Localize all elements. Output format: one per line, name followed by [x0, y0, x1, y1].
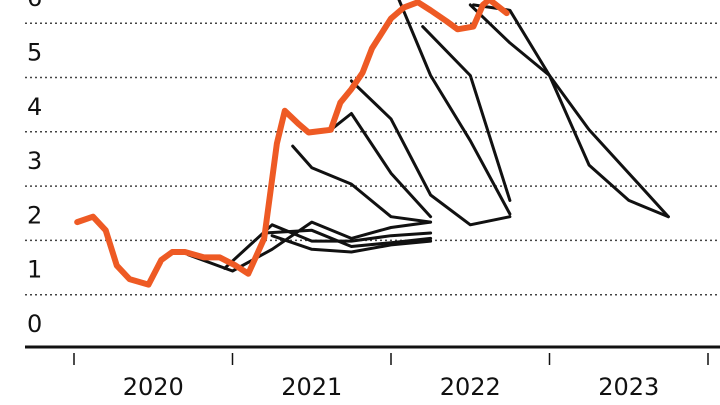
- x-tick-label-2022: 2022: [440, 373, 501, 401]
- forecast-line-5: [291, 144, 433, 224]
- y-tick-label-5: 5: [27, 39, 42, 67]
- gridlines: [25, 22, 720, 296]
- x-tick-label-2023: 2023: [598, 373, 659, 401]
- forecast-line-4: [270, 234, 433, 254]
- y-tick-label-3: 3: [27, 147, 42, 175]
- x-axis: [25, 345, 720, 365]
- y-tick-label-4: 4: [27, 93, 42, 121]
- y-tick-label-6: 6: [27, 0, 42, 12]
- actual-line: [74, 0, 510, 288]
- y-tick-label-1: 1: [27, 256, 42, 284]
- forecast-line-8: [397, 0, 512, 216]
- forecast-line-3: [262, 228, 433, 248]
- forecast-line-9: [421, 25, 512, 202]
- y-tick-labels: 0 1 2 3 4 5 6: [27, 0, 42, 338]
- forecast-line-10: [468, 3, 670, 219]
- y-tick-label-2: 2: [27, 201, 42, 229]
- forecast-line-6: [329, 112, 433, 219]
- x-tick-labels: 2020 2021 2022 2023: [123, 373, 660, 401]
- x-tick-label-2021: 2021: [281, 373, 342, 401]
- x-tick-label-2020: 2020: [123, 373, 184, 401]
- y-tick-label-0: 0: [27, 310, 42, 338]
- forecast-line-7: [349, 79, 512, 227]
- series-lines: [74, 0, 670, 288]
- forecast-line-1: [186, 220, 433, 273]
